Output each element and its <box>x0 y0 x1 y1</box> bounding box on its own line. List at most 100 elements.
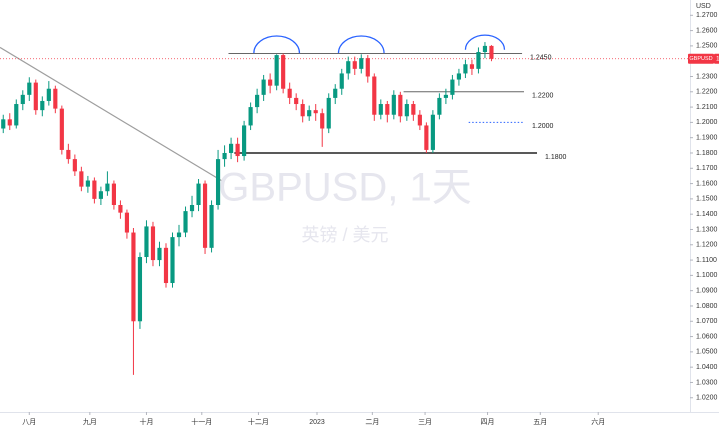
candle-body <box>7 119 12 126</box>
candle-body <box>339 73 344 89</box>
candle-body <box>404 104 409 117</box>
level-label: 1.2450 <box>530 54 552 61</box>
y-tick-label: 1.1200 <box>696 242 718 249</box>
level-label: 1.1800 <box>545 154 567 161</box>
candle-body <box>170 237 175 284</box>
price-unit: USD <box>696 3 711 10</box>
candle-body <box>53 88 58 109</box>
candle-body <box>398 94 403 117</box>
candle-body <box>294 97 299 105</box>
candle-body <box>27 82 32 95</box>
candle-body <box>424 125 429 150</box>
candle-body <box>443 94 448 98</box>
y-tick-label: 1.2600 <box>696 27 718 34</box>
y-tick-label: 1.2700 <box>696 12 718 19</box>
candle-body <box>411 104 416 115</box>
y-tick-label: 1.0700 <box>696 318 718 325</box>
candle-body <box>313 110 318 114</box>
x-tick-label: 四月 <box>481 418 495 426</box>
y-tick-label: 1.1400 <box>696 211 718 218</box>
candle-body <box>365 58 370 77</box>
candle-body <box>274 55 279 86</box>
candle-body <box>157 247 162 261</box>
y-tick-label: 1.2200 <box>696 89 718 96</box>
y-tick-label: 1.2100 <box>696 104 718 111</box>
candle-body <box>456 73 461 80</box>
y-tick-label: 1.1100 <box>696 257 717 264</box>
candle-body <box>450 79 455 95</box>
x-tick-label: 十一月 <box>191 417 212 426</box>
candle-body <box>33 82 38 111</box>
x-tick-label: 九月 <box>83 417 97 426</box>
candle-body <box>124 212 130 233</box>
x-tick-label: 六月 <box>591 417 605 426</box>
candle-body <box>378 104 383 115</box>
candle-body <box>66 149 71 160</box>
candle-body <box>307 110 312 117</box>
candle-body <box>40 100 45 111</box>
y-tick-label: 1.1900 <box>696 135 718 142</box>
y-tick-label: 1.2300 <box>696 73 718 80</box>
candle-body <box>463 64 468 74</box>
symbol-tag <box>688 53 714 64</box>
candle-body <box>98 191 103 199</box>
candle-body <box>391 94 396 115</box>
candle-body <box>333 88 338 98</box>
x-tick-label: 三月 <box>418 418 432 426</box>
candle-body <box>489 45 494 59</box>
candle-body <box>261 79 266 95</box>
x-tick-label: 十二月 <box>248 417 269 426</box>
y-tick-label: 1.0300 <box>696 379 718 386</box>
y-tick-label: 1.0800 <box>696 303 718 310</box>
candle-body <box>144 226 149 258</box>
candle-body <box>215 159 221 205</box>
top-arc <box>337 35 385 54</box>
candle-body <box>346 61 351 74</box>
candle-body <box>248 107 253 126</box>
y-tick-label: 1.1700 <box>696 165 718 172</box>
candle-body <box>209 205 214 248</box>
price-tag-text: 1.2416 <box>716 55 719 62</box>
candle-body <box>417 114 422 126</box>
candle-body <box>79 171 84 187</box>
trendline <box>0 46 222 182</box>
symbol-tag-text: GBPUSD <box>689 56 712 62</box>
candle-body <box>242 125 247 157</box>
y-tick-label: 1.2500 <box>696 43 718 50</box>
top-arc <box>253 35 301 54</box>
candle-body <box>131 232 136 322</box>
candle-body <box>469 64 475 69</box>
candle-body <box>268 79 273 86</box>
candle-body <box>326 97 331 129</box>
y-tick-label: 1.1000 <box>696 272 718 279</box>
x-tick-label: 二月 <box>365 418 379 426</box>
x-tick-label: 十月 <box>139 417 153 426</box>
candle-body <box>105 183 110 192</box>
watermark-subtitle: 英镑 / 美元 <box>301 225 388 245</box>
candle-body <box>235 143 240 157</box>
candle-body <box>229 143 234 153</box>
candle-body <box>287 88 292 98</box>
candle-body <box>202 183 208 248</box>
y-tick-label: 1.0500 <box>696 349 718 356</box>
candle-body <box>176 232 182 238</box>
candle-body <box>300 104 305 117</box>
candle-body <box>150 226 156 261</box>
candle-body <box>14 104 19 126</box>
candle-body <box>183 211 188 233</box>
candle-body <box>1 119 6 129</box>
level-label: 1.2200 <box>532 93 554 100</box>
candle-body <box>59 108 64 150</box>
candle-body <box>476 52 481 69</box>
candle-body <box>92 180 97 199</box>
candle-body <box>72 159 77 172</box>
candle-body <box>482 45 488 53</box>
candle-body <box>281 55 286 89</box>
y-tick-label: 1.1300 <box>696 226 718 233</box>
candle-body <box>437 97 442 115</box>
candle-body <box>111 183 116 205</box>
candle-body <box>20 94 25 105</box>
y-tick-label: 1.0600 <box>696 333 718 340</box>
